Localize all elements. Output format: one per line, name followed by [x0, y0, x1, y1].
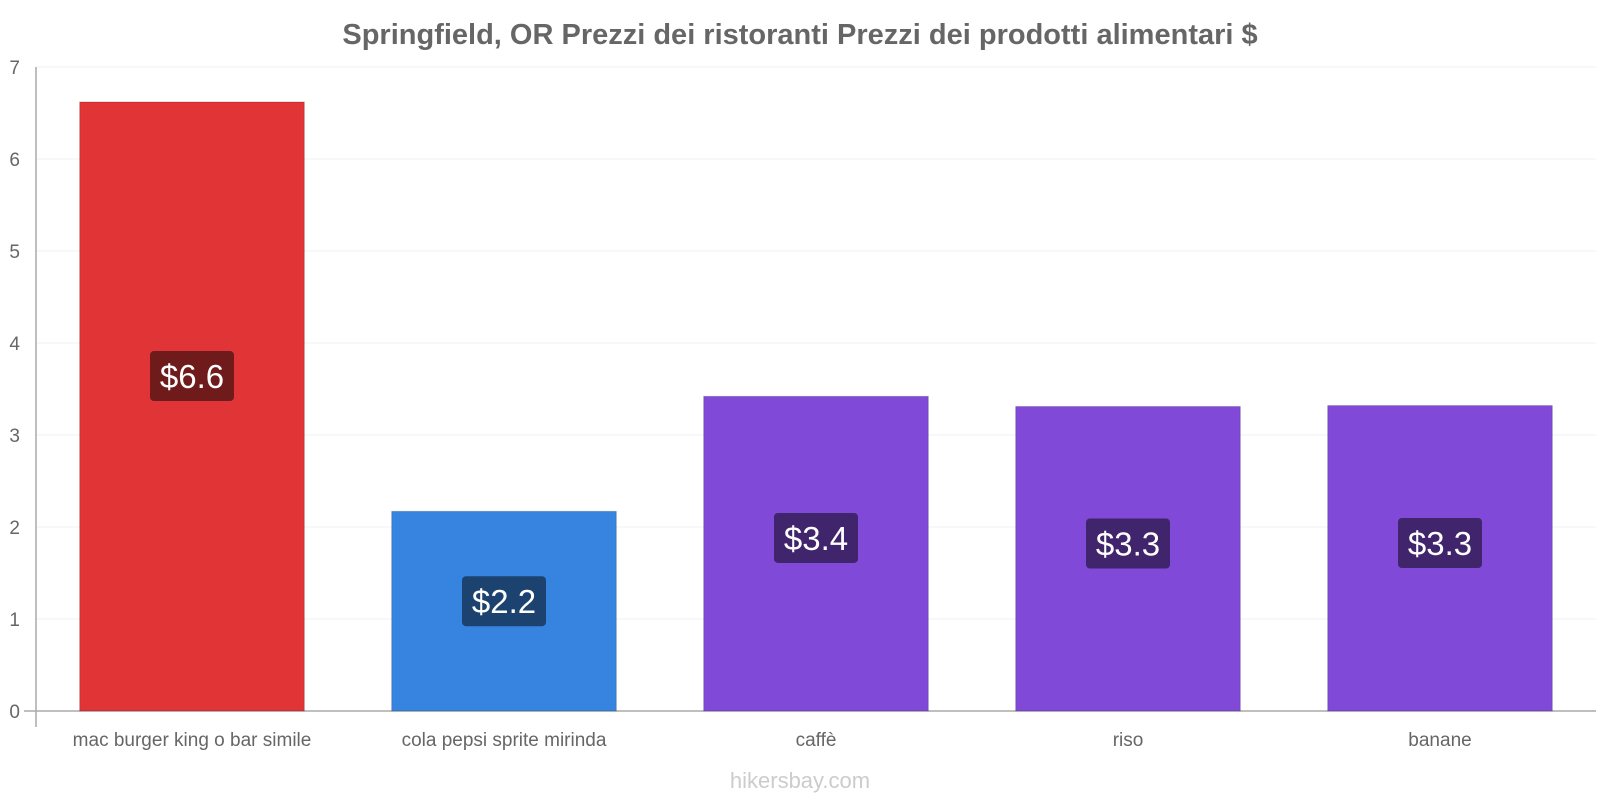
watermark-text: hikersbay.com [730, 768, 870, 793]
value-label-bg-3 [1086, 518, 1170, 569]
chart-title: Springfield, OR Prezzi dei ristoranti Pr… [342, 19, 1257, 51]
y-tick-label-6: 6 [9, 150, 20, 171]
value-label-0: $6.6 [160, 358, 224, 395]
y-tick-label-3: 3 [9, 426, 20, 447]
category-label-1: cola pepsi sprite mirinda [402, 730, 607, 751]
y-tick-label-0: 0 [9, 702, 20, 723]
value-labels: $6.6 $2.2 $3.4 $3.3 $3.3 [150, 351, 1482, 627]
category-labels: mac burger king o bar simile cola pepsi s… [73, 730, 1472, 751]
bar-0 [79, 101, 305, 712]
category-label-4: banane [1408, 730, 1471, 751]
category-label-3: riso [1113, 730, 1144, 751]
value-label-4: $3.3 [1408, 525, 1472, 562]
category-label-0: mac burger king o bar simile [73, 730, 312, 751]
value-label-bg-4 [1398, 518, 1482, 569]
bars [79, 101, 1553, 712]
y-tick-label-7: 7 [9, 58, 20, 79]
value-label-bg-1 [462, 576, 546, 627]
y-tick-label-5: 5 [9, 242, 20, 263]
value-label-bg-2 [774, 512, 858, 563]
value-label-3: $3.3 [1096, 526, 1160, 563]
value-label-2: $3.4 [784, 520, 848, 557]
y-tick-label-1: 1 [9, 610, 20, 631]
y-tick-label-4: 4 [9, 334, 20, 355]
value-label-bg-0 [150, 351, 234, 402]
y-tick-label-2: 2 [9, 518, 20, 539]
value-label-1: $2.2 [472, 583, 536, 620]
category-label-2: caffè [796, 730, 837, 751]
